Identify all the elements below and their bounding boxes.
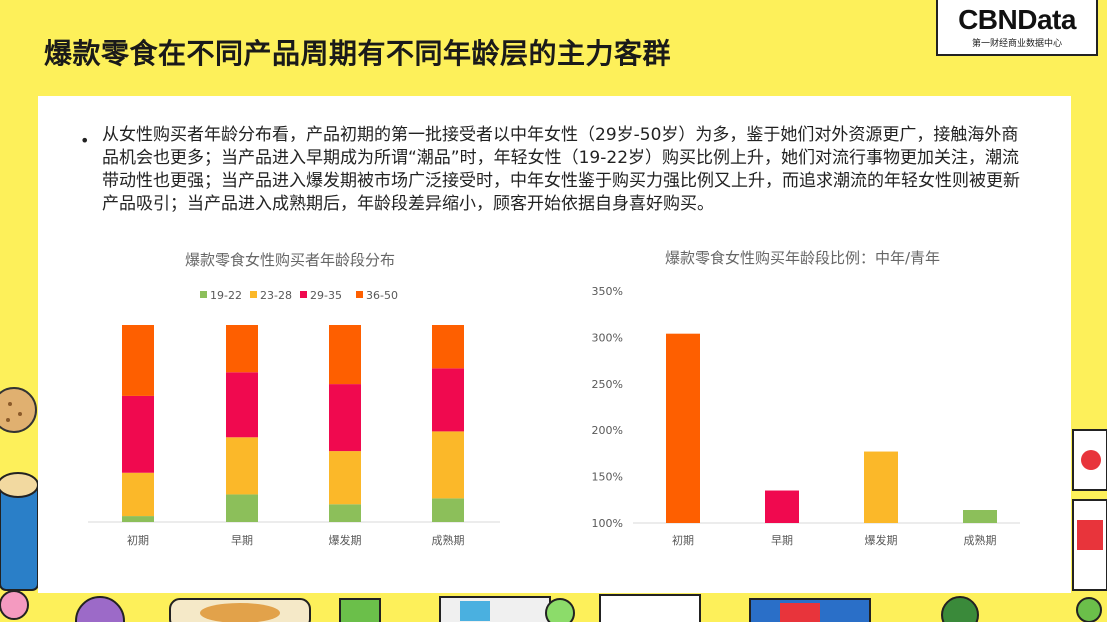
ratio-chart-y-tick: 250%	[592, 378, 623, 391]
snack-illustration-bottom	[75, 594, 979, 622]
ratio-bar-早期	[765, 490, 799, 523]
stacked-chart-title: 爆款零食女性购买者年龄段分布	[185, 251, 396, 269]
stacked-bar-segment-23-28-成熟期	[432, 431, 464, 499]
stacked-legend-swatch-23-28	[250, 291, 257, 298]
stacked-chart-x-tick: 爆发期	[329, 533, 362, 547]
stacked-legend-label: 23-28	[260, 289, 292, 302]
stacked-bar-segment-23-28-早期	[226, 437, 258, 495]
stacked-legend-swatch-19-22	[200, 291, 207, 298]
stacked-bar-segment-29-35-成熟期	[432, 368, 464, 432]
stacked-legend-swatch-29-35	[300, 291, 307, 298]
ratio-bar-爆发期	[864, 451, 898, 523]
stacked-legend-swatch-36-50	[356, 291, 363, 298]
stacked-bar-segment-29-35-早期	[226, 372, 258, 438]
snack-illustration-right	[1072, 429, 1107, 622]
logo-name: CBNData	[958, 4, 1076, 35]
stacked-bar-segment-36-50-初期	[122, 325, 154, 396]
ratio-chart-y-tick: 100%	[592, 517, 623, 530]
stacked-legend-label: 19-22	[210, 289, 242, 302]
page-title: 爆款零食在不同产品周期有不同年龄层的主力客群	[44, 37, 672, 70]
stacked-bar-segment-29-35-爆发期	[329, 384, 361, 452]
ratio-bar-初期	[666, 333, 700, 523]
ratio-chart-x-tick: 成熟期	[964, 533, 997, 547]
bullet-marker: •	[80, 131, 90, 150]
ratio-chart-x-tick: 爆发期	[865, 533, 898, 547]
ratio-chart-x-tick: 早期	[771, 534, 793, 547]
ratio-bar-成熟期	[963, 510, 997, 523]
content-panel	[38, 96, 1071, 593]
stacked-bar-segment-19-22-爆发期	[329, 504, 361, 522]
ratio-chart-x-tick: 初期	[672, 533, 694, 547]
stacked-chart-x-tick: 成熟期	[432, 533, 465, 547]
stacked-bar-segment-29-35-初期	[122, 395, 154, 473]
logo-subtitle: 第一财经商业数据中心	[971, 39, 1062, 49]
stacked-chart-x-tick: 早期	[231, 534, 253, 547]
stacked-legend-label: 29-35	[310, 289, 342, 302]
stacked-bar-segment-23-28-初期	[122, 472, 154, 517]
stacked-bar-segment-23-28-爆发期	[329, 451, 361, 505]
stacked-bar-segment-36-50-早期	[226, 325, 258, 373]
ratio-chart-y-tick: 150%	[592, 471, 623, 484]
stacked-chart-x-tick: 初期	[127, 533, 149, 547]
summary-paragraph: 从女性购买者年龄分布看，产品初期的第一批接受者以中年女性（29岁-50岁）为多，…	[102, 125, 1020, 214]
stacked-bar-segment-36-50-成熟期	[432, 325, 464, 369]
stacked-bar-segment-19-22-成熟期	[432, 498, 464, 522]
ratio-chart-y-tick: 200%	[592, 424, 623, 437]
stacked-bar-segment-36-50-爆发期	[329, 325, 361, 385]
stacked-bar-segment-19-22-早期	[226, 494, 258, 522]
ratio-chart-y-tick: 350%	[592, 285, 623, 298]
snack-illustration-left	[0, 387, 39, 620]
cbndata-logo: CBNData 第一财经商业数据中心	[936, 0, 1098, 56]
stacked-legend-label: 36-50	[366, 289, 398, 302]
stacked-bar-segment-19-22-初期	[122, 516, 154, 522]
ratio-chart-y-tick: 300%	[592, 331, 623, 344]
ratio-chart-title: 爆款零食女性购买年龄段比例：中年/青年	[665, 249, 941, 267]
